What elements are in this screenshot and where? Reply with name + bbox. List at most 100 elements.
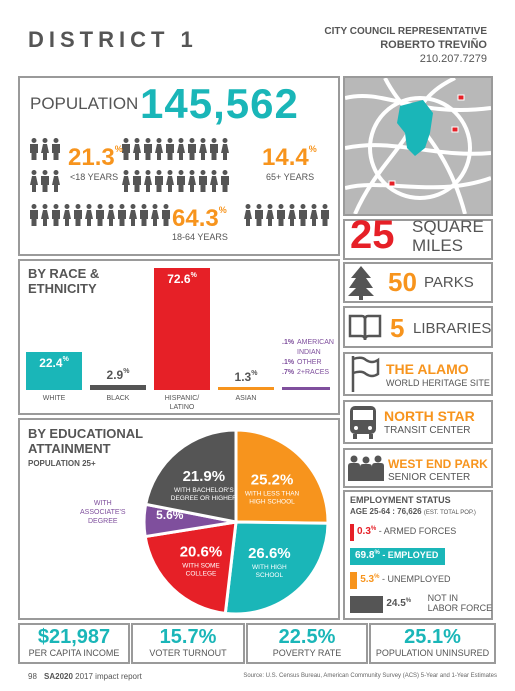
race-bar-value: 2.9% [90,368,146,382]
employment-label: - EMPLOYED [379,550,439,560]
alamo-title: THE ALAMO [386,361,469,377]
libraries-count: 5 [390,313,405,343]
parks-box [343,262,493,303]
employment-value: 69.8% - EMPLOYED [355,550,438,561]
person-icon [210,170,218,192]
person-icon [151,204,159,226]
race-other-item: .7% 2+RACES [282,368,334,378]
employment-value: 0.3% - ARMED FORCES [357,526,456,537]
education-subtitle: POPULATION 25+ [28,459,96,468]
employment-value: 24.5% NOT IN LABOR FORCE [386,594,492,613]
parks-label: PARKS [424,274,474,291]
pie-slice-value: 20.6% [180,544,223,561]
person-icon [321,204,329,226]
race-bar [90,385,146,390]
over65-label: 65+ YEARS [266,172,315,182]
person-icon [122,170,130,192]
race-bar-percent-sign: % [190,272,197,279]
area-unit-2: MILES [412,236,464,255]
libraries-label: LIBRARIES [413,320,492,337]
race-box [18,259,340,415]
stat-cell: $21,987 PER CAPITA INCOME [18,623,130,664]
person-icon [30,138,38,160]
person-icon [255,204,263,226]
race-bar-category: BLACK [86,394,150,403]
map-graphic [345,78,491,214]
pie-slice-label: WITH HIGH [252,564,287,571]
person-icon [63,204,71,226]
race-other-label: OTHER [297,359,322,366]
pie-slice [223,520,330,616]
stat-label: POPULATION UNINSURED [375,648,490,658]
person-icon [199,138,207,160]
person-icon [85,204,93,226]
person-icon [30,170,38,192]
report-name-rest: 2017 impact report [75,672,142,681]
pie-slice-value: 25.2% [251,471,294,488]
person-icon [133,138,141,160]
person-icon [140,204,148,226]
person-icon [41,204,49,226]
area-box [343,219,493,260]
alamo-subtitle: WORLD HERITAGE SITE [386,378,490,388]
district-map [343,76,493,216]
pie-slice [143,428,238,524]
education-title-1: BY EDUCATIONAL [28,426,144,441]
pie-slice-label: HIGH SCHOOL [249,498,295,505]
population-label: POPULATION [30,94,139,113]
race-bar [26,352,82,390]
pie-slice-label: SCHOOL [256,572,284,579]
pie-slice-value: 5.6% [156,508,184,522]
tree-icon [348,266,374,300]
person-icon [162,204,170,226]
person-icon [144,138,152,160]
pie-slice-label: DEGREE OR HIGHER [171,495,237,502]
person-icon [166,138,174,160]
education-box [18,418,340,620]
rep-phone: 210.207.7279 [419,53,487,65]
person-icon [96,204,104,226]
race-other-item: .1% OTHER [282,358,334,368]
northstar-subtitle: TRANSIT CENTER [384,425,471,436]
person-icon [144,170,152,192]
race-bar-category-line: BLACK [106,395,130,402]
employment-percent-sign: % [405,598,412,604]
person-icon [52,170,60,192]
under18-label: <18 YEARS [70,172,119,182]
person-icon [277,204,285,226]
person-icon [41,170,49,192]
pie-slice-label: WITH LESS THAN [245,490,300,497]
race-other-label: INDIAN [297,349,321,356]
area-unit-1: SQUARE [412,217,484,236]
employment-bar [350,572,358,589]
westend-box [343,448,493,488]
race-bar [218,387,274,390]
person-icon [188,170,196,192]
book-icon [348,314,382,341]
race-bar-value: 22.4% [26,356,82,370]
employment-bar [350,596,384,613]
person-icon [155,138,163,160]
race-other-value: .1% [282,339,295,346]
alamo-box [343,352,493,396]
parks-count: 50 [388,267,417,297]
employment-bar [350,548,445,565]
race-bar-category-line: WHITE [42,395,66,402]
seniors-icon [348,455,384,481]
person-icon [177,138,185,160]
person-icon [244,204,252,226]
person-icon [41,138,49,160]
pie-slice-label: COLLEGE [186,571,217,578]
stat-value: $21,987 [37,626,111,648]
area-value: 25 [350,213,395,257]
employment-label: - ARMED FORCES [376,526,457,536]
person-icon [166,170,174,192]
under18-pct: 21.3% [68,144,123,171]
person-icon [310,204,318,226]
race-bar-percent-sign: % [251,370,258,377]
race-bar-number: 22.4 [39,356,63,371]
libraries-box [343,306,493,348]
westend-subtitle: SENIOR CENTER [388,472,471,483]
race-other-item: INDIAN [282,348,334,358]
